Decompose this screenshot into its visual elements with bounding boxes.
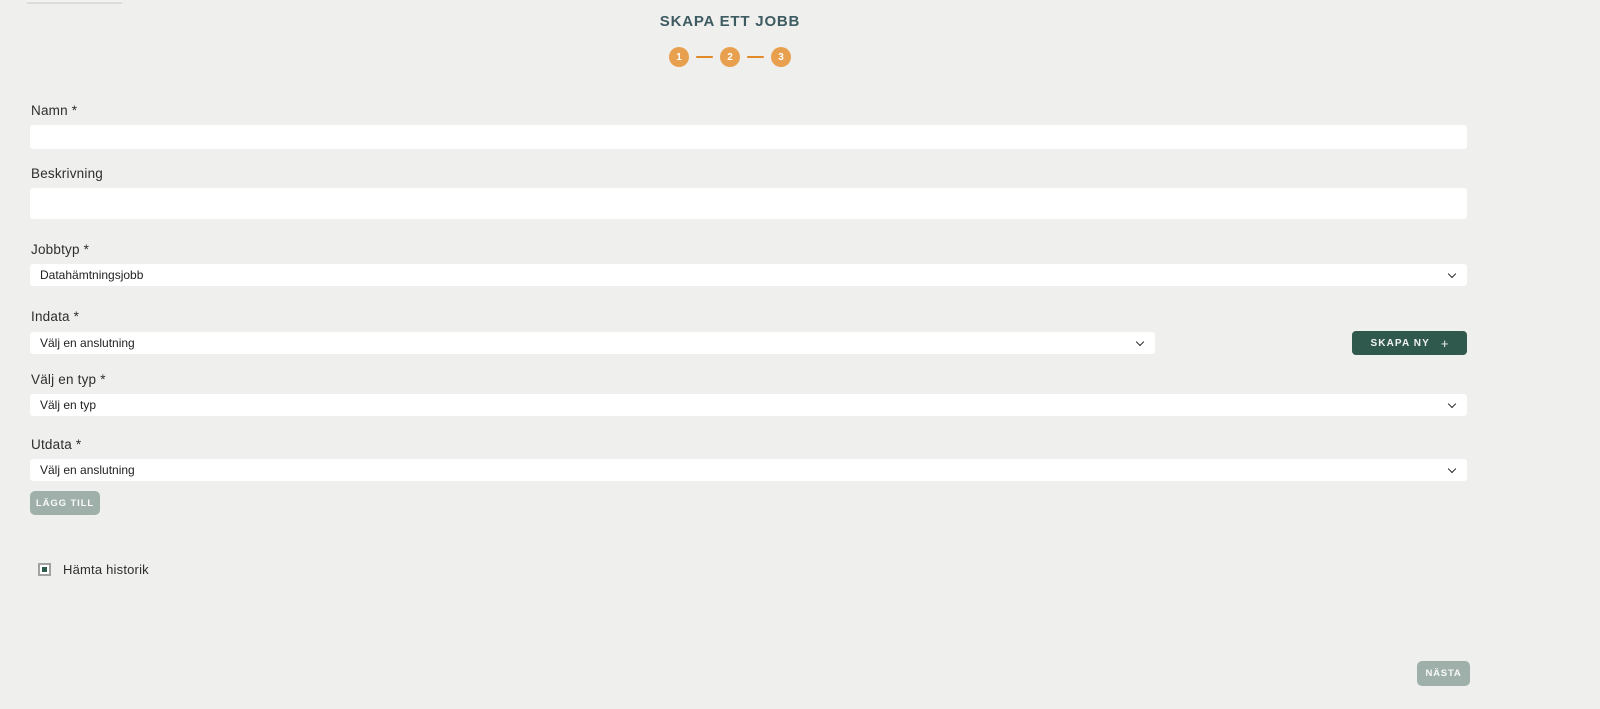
chevron-down-icon [1447,269,1457,279]
indata-label: Indata * [31,309,80,324]
type-selected-value: Välj en typ [40,398,97,412]
chevron-down-icon [1135,337,1145,347]
indata-row: Välj en anslutning SKAPA NY + [30,331,1467,355]
add-button[interactable]: LÄGG TILL [30,491,100,515]
next-button[interactable]: NÄSTA [1417,661,1470,686]
name-field-group: Namn * [30,103,1467,149]
checkbox-checked-icon [42,567,47,572]
jobtype-selected-value: Datahämtningsjobb [40,268,144,282]
wizard-header: SKAPA ETT JOBB 1 2 3 [0,0,1460,67]
step-1[interactable]: 1 [669,47,689,67]
create-new-label: SKAPA NY [1370,337,1430,349]
step-connector [747,56,764,58]
utdata-field-group: Utdata * Välj en anslutning [30,437,1467,481]
jobtype-select[interactable]: Datahämtningsjobb [30,264,1467,286]
type-field-group: Välj en typ * Välj en typ [30,372,1467,416]
type-select[interactable]: Välj en typ [30,394,1467,416]
history-checkbox-row: Hämta historik [38,562,1467,577]
description-label: Beskrivning [31,166,103,181]
create-new-connection-button[interactable]: SKAPA NY + [1352,331,1467,355]
wizard-stepper: 1 2 3 [0,47,1460,67]
history-checkbox[interactable] [38,563,51,576]
description-field-group: Beskrivning [30,166,1467,219]
plus-icon: + [1440,335,1449,351]
chevron-down-icon [1447,399,1457,409]
description-input[interactable] [30,188,1467,219]
jobtype-field-group: Jobbtyp * Datahämtningsjobb [30,242,1467,286]
type-label: Välj en typ * [31,372,106,387]
jobtype-label: Jobbtyp * [31,242,90,257]
indata-select[interactable]: Välj en anslutning [30,332,1155,354]
step-3[interactable]: 3 [771,47,791,67]
utdata-label: Utdata * [31,437,82,452]
chevron-down-icon [1447,464,1457,474]
page-title: SKAPA ETT JOBB [659,13,801,30]
history-checkbox-label: Hämta historik [63,562,149,577]
top-edge-partial-element [27,0,122,4]
indata-field-group: Indata * Välj en anslutning SKAPA NY + [30,309,1467,355]
step-2[interactable]: 2 [720,47,740,67]
utdata-select[interactable]: Välj en anslutning [30,459,1467,481]
name-input[interactable] [30,125,1467,149]
name-label: Namn * [31,103,78,118]
job-form: Namn * Beskrivning Jobbtyp * Datahämtnin… [30,103,1467,577]
indata-selected-value: Välj en anslutning [40,336,135,350]
utdata-selected-value: Välj en anslutning [40,463,135,477]
step-connector [696,56,713,58]
